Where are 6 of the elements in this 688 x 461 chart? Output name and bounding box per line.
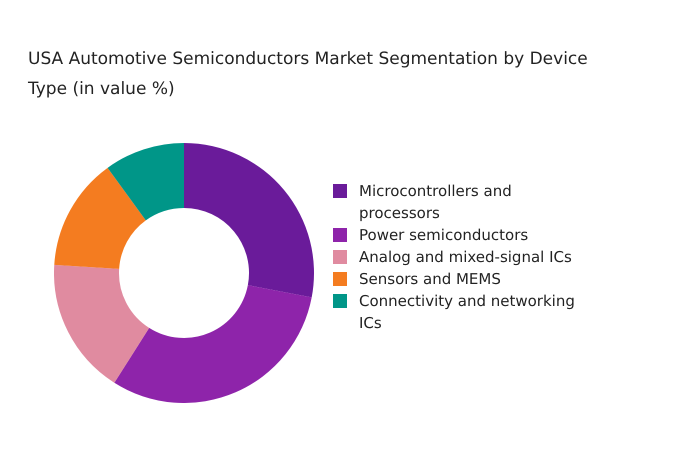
legend-label: Microcontrollers and processors	[359, 181, 513, 224]
chart-title: USA Automotive Semiconductors Market Segmentation by Device Type (in value %)	[28, 48, 589, 101]
legend-label: Power semiconductors	[359, 225, 528, 246]
legend-label: Connectivity and networking ICs	[359, 291, 576, 334]
legend-label: Sensors and MEMS	[359, 269, 501, 290]
legend-label: Analog and mixed-signal ICs	[359, 247, 572, 268]
